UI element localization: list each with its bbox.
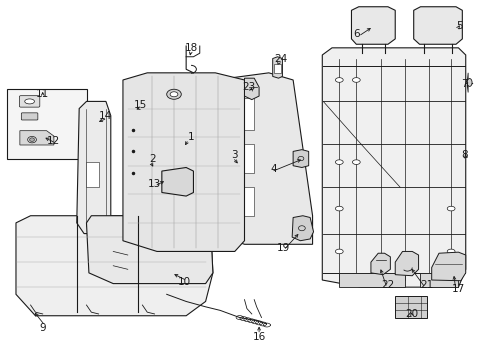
Polygon shape bbox=[291, 216, 313, 241]
Text: 17: 17 bbox=[451, 284, 464, 294]
FancyBboxPatch shape bbox=[20, 96, 40, 107]
Polygon shape bbox=[16, 216, 212, 316]
Text: 10: 10 bbox=[178, 277, 191, 287]
Polygon shape bbox=[86, 162, 99, 187]
Text: 1: 1 bbox=[187, 132, 194, 142]
Polygon shape bbox=[431, 252, 465, 281]
Text: 13: 13 bbox=[148, 179, 161, 189]
Ellipse shape bbox=[335, 206, 343, 211]
Polygon shape bbox=[20, 131, 54, 145]
Polygon shape bbox=[322, 48, 465, 287]
Polygon shape bbox=[351, 7, 394, 44]
Polygon shape bbox=[339, 273, 404, 287]
Ellipse shape bbox=[166, 89, 181, 99]
Text: 7: 7 bbox=[461, 78, 467, 89]
Ellipse shape bbox=[352, 78, 360, 82]
Polygon shape bbox=[227, 187, 254, 216]
Ellipse shape bbox=[30, 138, 34, 141]
Ellipse shape bbox=[466, 78, 471, 86]
Ellipse shape bbox=[447, 249, 454, 254]
Text: 24: 24 bbox=[274, 54, 287, 64]
Polygon shape bbox=[292, 150, 308, 167]
Text: 21: 21 bbox=[419, 280, 432, 291]
Polygon shape bbox=[273, 64, 281, 73]
Text: 9: 9 bbox=[40, 323, 46, 333]
Ellipse shape bbox=[447, 206, 454, 211]
Polygon shape bbox=[227, 144, 254, 173]
Polygon shape bbox=[244, 78, 259, 100]
Text: 15: 15 bbox=[133, 100, 146, 110]
Polygon shape bbox=[419, 273, 458, 287]
Text: 12: 12 bbox=[46, 136, 60, 146]
Text: 23: 23 bbox=[242, 82, 255, 92]
Text: 18: 18 bbox=[184, 43, 197, 53]
Ellipse shape bbox=[170, 92, 178, 97]
Text: 20: 20 bbox=[405, 309, 418, 319]
Polygon shape bbox=[394, 251, 418, 276]
Text: 8: 8 bbox=[461, 150, 467, 160]
Text: 22: 22 bbox=[381, 280, 394, 291]
Bar bbox=[7, 89, 87, 158]
Ellipse shape bbox=[25, 99, 34, 104]
Polygon shape bbox=[394, 296, 426, 318]
Text: 4: 4 bbox=[270, 164, 276, 174]
Polygon shape bbox=[227, 98, 254, 130]
Text: 14: 14 bbox=[99, 111, 112, 121]
Polygon shape bbox=[272, 57, 282, 78]
Polygon shape bbox=[162, 167, 193, 196]
Text: 3: 3 bbox=[231, 150, 238, 160]
FancyBboxPatch shape bbox=[21, 113, 38, 120]
Ellipse shape bbox=[352, 160, 360, 165]
Text: 16: 16 bbox=[252, 332, 265, 342]
Ellipse shape bbox=[335, 249, 343, 254]
Text: 6: 6 bbox=[352, 28, 359, 39]
Text: 5: 5 bbox=[456, 21, 462, 31]
Text: 19: 19 bbox=[276, 243, 289, 253]
Polygon shape bbox=[413, 7, 461, 44]
Ellipse shape bbox=[335, 78, 343, 82]
Polygon shape bbox=[370, 253, 389, 275]
Text: 2: 2 bbox=[148, 154, 155, 163]
Polygon shape bbox=[86, 216, 212, 284]
Ellipse shape bbox=[335, 160, 343, 165]
Polygon shape bbox=[122, 73, 244, 251]
Polygon shape bbox=[215, 73, 312, 244]
Polygon shape bbox=[77, 102, 111, 234]
Text: 11: 11 bbox=[36, 89, 49, 99]
